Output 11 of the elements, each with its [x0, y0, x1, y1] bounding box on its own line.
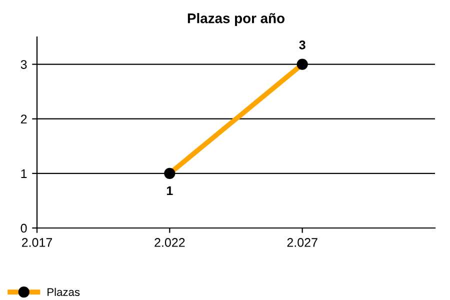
- y-tick-label: 2: [20, 114, 27, 124]
- chart-title: Plazas por año: [188, 13, 284, 26]
- data-label: 1: [166, 186, 173, 195]
- x-tick-label: 2.027: [287, 238, 318, 247]
- y-tick-label: 3: [20, 60, 27, 69]
- x-tick-label: 2.022: [154, 238, 185, 247]
- x-tick-label: 2.017: [22, 238, 52, 247]
- y-tick-label: 0: [20, 224, 27, 233]
- y-tick-label: 1: [21, 169, 27, 178]
- data-label: 3: [299, 40, 306, 50]
- legend-label: Plazas: [48, 288, 80, 296]
